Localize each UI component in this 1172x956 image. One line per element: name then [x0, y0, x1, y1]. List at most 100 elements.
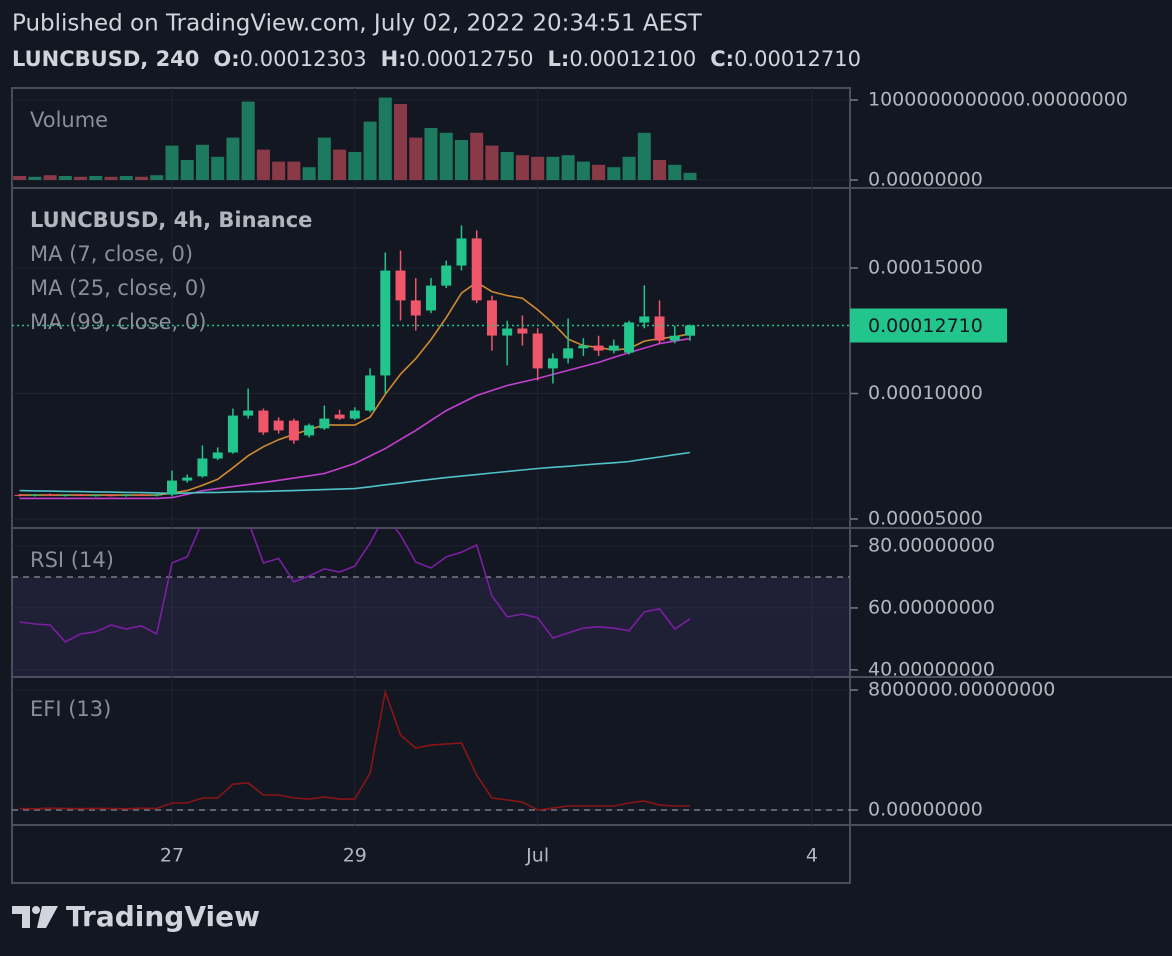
candle-body: [136, 494, 147, 496]
pane: [12, 225, 850, 520]
symbol-line: LUNCBUSD, 240 O:0.00012303 H:0.00012750 L:0…: [12, 47, 861, 71]
candle-body: [151, 494, 162, 496]
volume-bar: [13, 176, 27, 180]
volume-bar: [607, 167, 621, 180]
legend-entry: MA (25, close, 0): [30, 276, 206, 300]
logo-mark: [37, 906, 58, 928]
volume-bar: [287, 161, 301, 180]
volume-bar: [485, 145, 499, 180]
volume-bar: [592, 164, 606, 180]
candle-body: [60, 494, 71, 496]
series-line: [19, 688, 690, 811]
candle-body: [486, 300, 497, 336]
x-tick-label: 29: [343, 845, 367, 867]
volume-bar: [317, 137, 331, 180]
y-tick-label: 40.00000000: [868, 658, 995, 680]
legend-entry: MA (99, close, 0): [30, 310, 206, 334]
volume-bar: [394, 104, 408, 180]
ohlc-value: 0.00012303: [240, 47, 367, 71]
candle-body: [624, 322, 635, 353]
volume-bar: [302, 167, 316, 180]
pane-title: Volume: [30, 108, 108, 132]
candle-body: [288, 420, 299, 441]
rsi-band: [12, 576, 850, 677]
candle-body: [121, 494, 132, 496]
y-tick-label: 8000000.00000000: [868, 679, 1055, 701]
volume-bar: [378, 97, 392, 180]
volume-bar: [500, 152, 514, 180]
pane: [12, 97, 850, 181]
series-line: [19, 281, 691, 496]
volume-bar: [363, 121, 377, 180]
volume-bar: [211, 156, 225, 180]
candle-body: [365, 375, 376, 411]
volume-bar: [195, 144, 209, 180]
volume-bar: [653, 160, 667, 180]
volume-bar: [119, 176, 133, 180]
candle-body: [410, 300, 421, 316]
logo-mark: [12, 906, 30, 928]
candle-body: [547, 358, 558, 369]
volume-bar: [256, 149, 270, 180]
candle-body: [182, 477, 193, 481]
candle-body: [639, 316, 650, 323]
last-price-label: 0.00012710: [868, 315, 983, 337]
x-tick-label: 27: [160, 845, 184, 867]
volume-bar: [439, 132, 453, 180]
candle-body: [578, 345, 589, 349]
volume-bar: [135, 176, 149, 180]
volume-bar: [104, 176, 118, 180]
volume-bar: [180, 160, 194, 180]
brand: TradingView: [66, 900, 260, 933]
logo: [12, 906, 58, 928]
frame-box: [11, 87, 851, 884]
volume-bar: [74, 176, 88, 180]
last-price-box: [850, 308, 1007, 343]
y-tick-label: 1000000000000.00000000: [868, 89, 1128, 111]
volume-bar: [409, 137, 423, 180]
candle-body: [166, 480, 177, 495]
candle-body: [334, 414, 345, 419]
volume-bar: [348, 152, 362, 180]
y-tick-label: 0.00000000: [868, 169, 983, 191]
candle-body: [212, 452, 223, 459]
series-line: [19, 337, 691, 500]
volume-bar: [531, 156, 545, 180]
candle-body: [45, 494, 56, 496]
y-tick-label: 0.00005000: [868, 507, 983, 529]
ohlc-value: 0.00012750: [407, 47, 534, 71]
candle-body: [669, 335, 680, 341]
candle-body: [395, 270, 406, 301]
ohlc-value: 0.00012710: [734, 47, 861, 71]
y-tick-label: 60.00000000: [868, 596, 995, 618]
volume-bar: [470, 132, 484, 180]
volume-bar: [272, 161, 286, 180]
candle-body: [593, 345, 604, 351]
candle-body: [197, 458, 208, 477]
candle-body: [243, 410, 254, 416]
volume-bar: [668, 164, 682, 180]
y-tick-label: 0.00010000: [868, 382, 983, 404]
candle-body: [90, 495, 101, 497]
volume-bar: [89, 176, 103, 180]
volume-bar: [515, 155, 529, 180]
volume-bar: [43, 175, 57, 180]
pane: [12, 528, 850, 677]
pane-title: LUNCBUSD, 4h, Binance: [30, 208, 312, 232]
candle-body: [273, 420, 284, 431]
candle-body: [441, 265, 452, 286]
candle-body: [349, 410, 360, 419]
x-tick-label: 4: [806, 845, 818, 867]
series-line: [19, 451, 691, 495]
candle-body: [471, 238, 482, 301]
candle-body: [380, 270, 391, 376]
candle-body: [608, 345, 619, 351]
volume-bar: [546, 156, 560, 180]
volume-bar: [58, 176, 72, 180]
volume-bar: [454, 140, 468, 180]
candle-body: [685, 325, 696, 336]
candle-body: [563, 348, 574, 359]
y-tick-label: 0.00015000: [868, 257, 983, 279]
volume-bar: [637, 132, 651, 180]
